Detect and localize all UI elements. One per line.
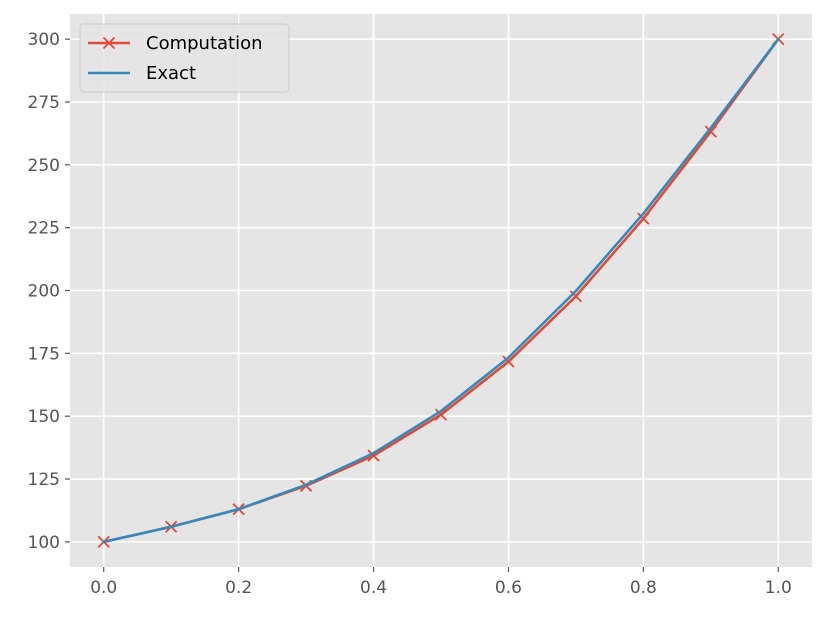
computation-data-point <box>637 212 650 225</box>
y-tick-label: 100 <box>28 533 60 553</box>
legend-item-computation[interactable]: Computation <box>88 33 263 54</box>
computation-data-point <box>502 355 515 368</box>
x-tick-label: 0.2 <box>225 578 252 598</box>
y-tick-label: 300 <box>28 30 60 50</box>
legend-label: Exact <box>146 63 196 84</box>
exact-series-line <box>102 37 780 544</box>
y-tick-label: 125 <box>28 470 60 490</box>
x-tick-label: 0.6 <box>495 578 522 598</box>
legend-label: Computation <box>146 33 263 54</box>
y-axis: 100 125 150 175 200 225 250 275 300 <box>28 30 70 553</box>
x-axis: 0.0 0.2 0.4 0.6 0.8 1.0 <box>90 567 792 598</box>
y-tick-label: 150 <box>28 407 60 427</box>
computation-data-point <box>704 125 717 138</box>
series-layer <box>97 32 785 549</box>
x-tick-label: 0.0 <box>90 578 117 598</box>
y-tick-label: 225 <box>28 219 60 239</box>
legend[interactable]: Computation Exact <box>79 23 290 93</box>
y-tick-label: 275 <box>28 93 60 113</box>
legend-item-exact[interactable]: Exact <box>88 63 196 84</box>
grid <box>70 14 812 567</box>
x-tick-label: 1.0 <box>765 578 792 598</box>
legend-box <box>79 23 290 93</box>
y-tick-label: 200 <box>28 282 60 302</box>
x-tick-label: 0.4 <box>360 578 387 598</box>
y-tick-label: 250 <box>28 156 60 176</box>
computation-data-point <box>434 408 448 421</box>
x-tick-label: 0.8 <box>630 578 657 598</box>
computation-data-point <box>569 290 583 303</box>
y-tick-label: 175 <box>28 344 60 364</box>
